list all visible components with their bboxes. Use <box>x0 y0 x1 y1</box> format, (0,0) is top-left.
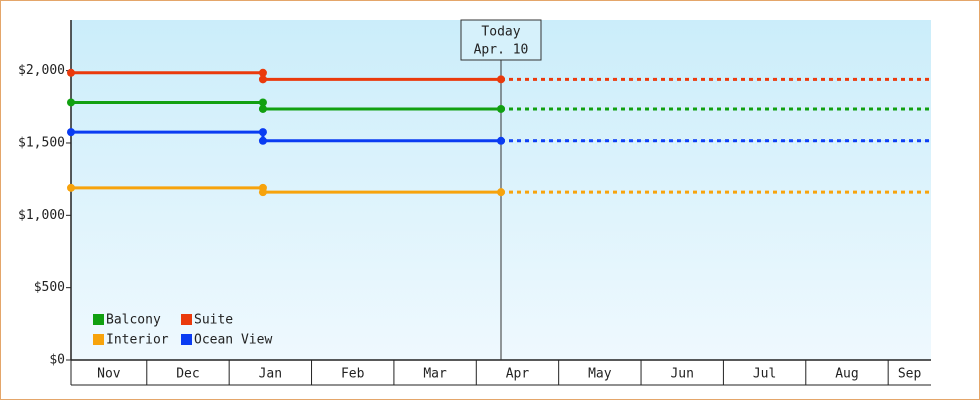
price-point <box>258 98 267 107</box>
y-tick-label: $500 <box>34 280 65 295</box>
y-tick-label: $2,000 <box>18 63 65 78</box>
x-tick-label: Sep <box>898 367 922 382</box>
y-tick-label: $0 <box>49 353 65 368</box>
price-point <box>258 75 267 84</box>
price-point <box>258 104 267 113</box>
price-point <box>258 188 267 197</box>
x-tick-label: Feb <box>341 367 365 382</box>
today-box <box>460 19 542 61</box>
legend-label: Balcony <box>106 313 161 328</box>
legend-label: Interior <box>106 333 169 348</box>
x-tick-label: Aug <box>835 367 858 382</box>
x-tick-label: Nov <box>97 367 121 382</box>
legend-swatch <box>181 334 192 345</box>
y-tick-label: $1,500 <box>18 135 65 150</box>
price-point <box>67 128 75 137</box>
x-tick-label: Jan <box>259 367 282 382</box>
x-tick-label: Mar <box>423 367 447 382</box>
x-tick-label: Jul <box>753 367 776 382</box>
today-date: Apr. 10 <box>474 43 529 58</box>
price-point <box>67 183 75 192</box>
price-point <box>258 136 267 145</box>
y-tick-label: $1,000 <box>18 208 65 223</box>
price-point <box>258 128 267 137</box>
legend-label: Ocean View <box>194 333 272 348</box>
today-title: Today <box>481 25 520 40</box>
legend-swatch <box>93 334 104 345</box>
legend-swatch <box>93 314 104 325</box>
price-point <box>67 68 75 77</box>
x-tick-label: Dec <box>176 367 199 382</box>
price-point <box>258 68 267 77</box>
legend-swatch <box>181 314 192 325</box>
x-tick-label: Jun <box>670 367 693 382</box>
x-tick-label: Apr <box>506 367 530 382</box>
price-point <box>497 136 505 145</box>
legend-label: Suite <box>194 313 233 328</box>
x-tick-label: May <box>588 367 612 382</box>
price-point <box>497 75 505 84</box>
price-point <box>497 188 505 197</box>
price-point <box>497 104 505 113</box>
price-point <box>67 98 75 107</box>
